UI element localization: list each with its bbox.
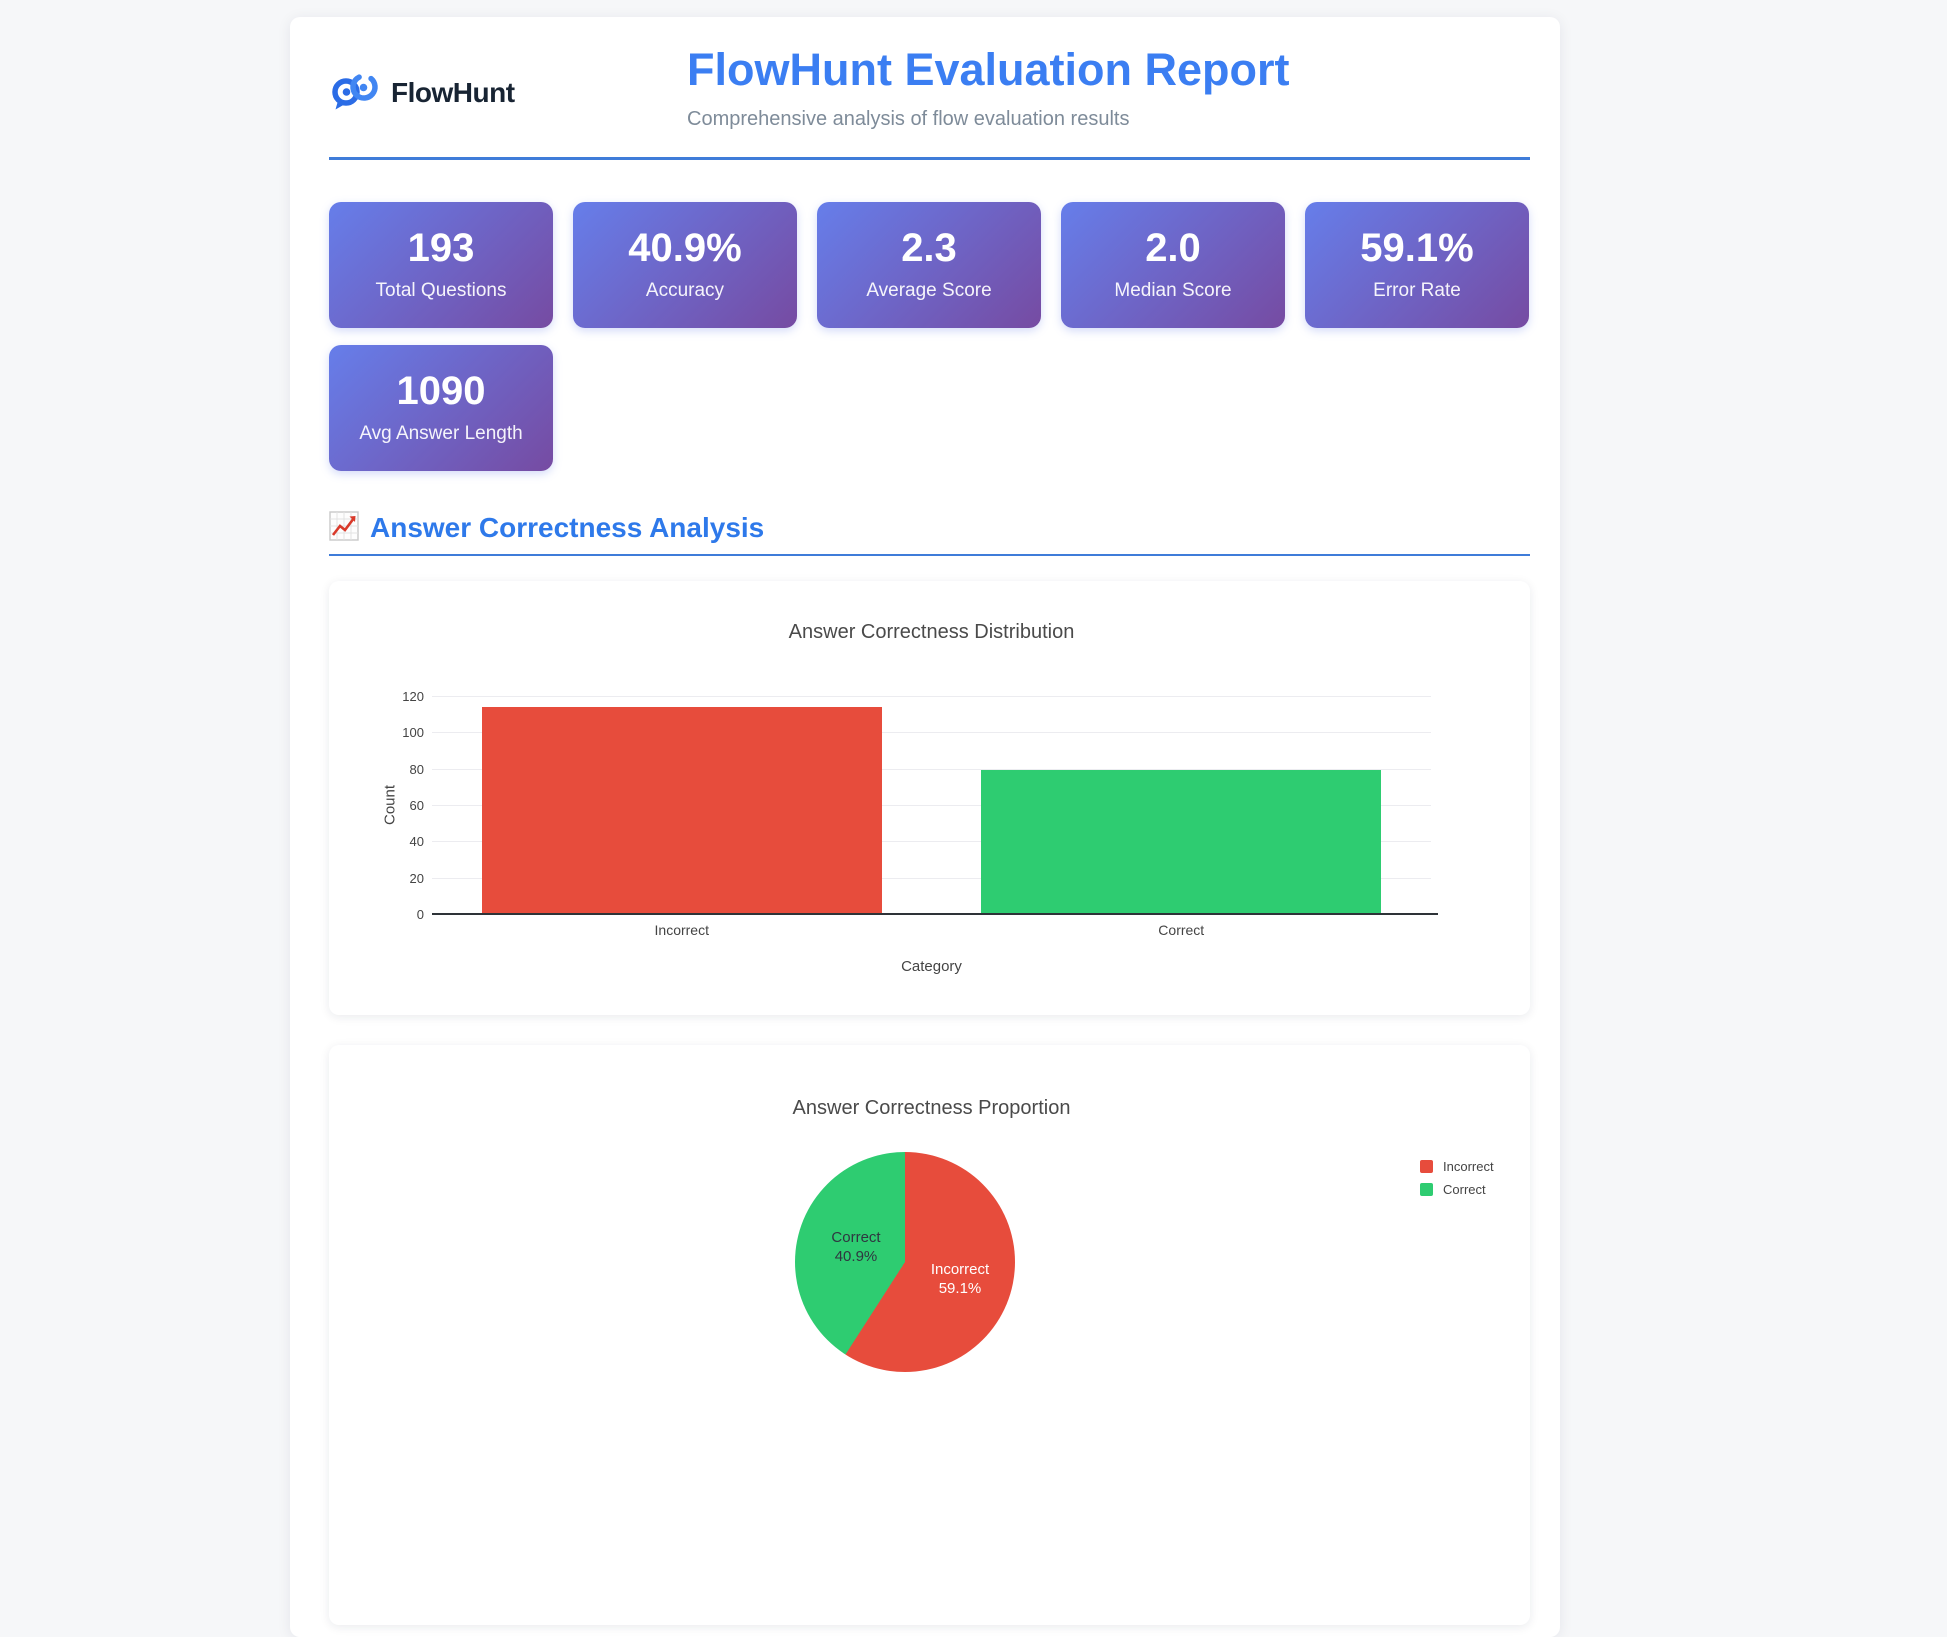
flowhunt-logo-icon (329, 70, 381, 115)
pie-slice-pct: 59.1% (938, 1280, 982, 1297)
brand-logo: FlowHunt (329, 70, 515, 115)
grid-line (432, 877, 1431, 879)
grid-line (432, 696, 1431, 697)
stat-card-avg-answer-length: 1090 Avg Answer Length (329, 345, 553, 471)
pie-slice-name: Correct (831, 1229, 881, 1246)
stat-value: 40.9% (628, 226, 742, 270)
stat-value: 1090 (396, 369, 486, 413)
stat-label: Error Rate (1373, 280, 1461, 301)
stat-card-median-score: 2.0 Median Score (1061, 202, 1285, 328)
legend-swatch-correct (1420, 1183, 1433, 1196)
section-heading: Answer Correctness Analysis (329, 510, 1530, 546)
stat-label: Total Questions (375, 280, 507, 301)
stat-value: 59.1% (1360, 226, 1474, 270)
y-tick-label: 20 (409, 870, 424, 886)
grid-line (432, 841, 1431, 843)
y-tick-label: 120 (402, 689, 424, 704)
brand-name: FlowHunt (391, 76, 515, 108)
stat-value: 193 (407, 226, 475, 270)
page-background: { "header": { "brand": "FlowHunt", "titl… (329, 44, 1530, 1372)
grid-line (432, 732, 1431, 734)
page-title: FlowHunt Evaluation Report (687, 44, 1290, 95)
legend-item-correct[interactable]: Correct (1420, 1182, 1494, 1197)
y-tick-label: 0 (416, 907, 424, 922)
bar-plot-area: Count Category 0 20 40 60 80 100 120 Incorrect C… (382, 689, 1438, 975)
y-tick-label: 60 (409, 798, 424, 813)
stat-label: Median Score (1114, 280, 1232, 301)
header-text: FlowHunt Evaluation Report Comprehensive… (687, 45, 1290, 131)
pie-chart-title: Answer Correctness Proportion (792, 1097, 1071, 1119)
bar-correct (981, 770, 1382, 914)
legend-label: Incorrect (1443, 1159, 1494, 1174)
stat-card-error-rate: 59.1% Error Rate (1305, 202, 1529, 328)
x-tick-label: Correct (1158, 922, 1205, 938)
bar-incorrect (481, 706, 882, 914)
stat-card-total-questions: 193 Total Questions (329, 202, 553, 328)
x-tick-label: Incorrect (654, 922, 709, 938)
bar-chart-card: Answer Correctness Distribution Count Ca… (329, 581, 1530, 1015)
pie-slice-name: Incorrect (930, 1261, 990, 1278)
pie-chart-card: Answer Correctness Proportion Correct 40… (329, 1045, 1530, 1625)
stat-label: Avg Answer Length (359, 423, 523, 444)
report-header: FlowHunt FlowHunt Evaluation Report Comp… (329, 17, 1530, 157)
stat-card-accuracy: 40.9% Accuracy (573, 202, 797, 328)
pie-slice-label-incorrect: Incorrect 59.1% (900, 1260, 1020, 1298)
pie-slice-label-correct: Correct 40.9% (796, 1228, 916, 1266)
pie-legend: Incorrect Correct (1420, 1159, 1494, 1197)
x-axis-line (432, 913, 1438, 915)
y-tick-label: 40 (409, 834, 424, 850)
grid-line (432, 768, 1431, 770)
chart-increasing-icon (329, 510, 359, 546)
legend-item-incorrect[interactable]: Incorrect (1420, 1159, 1494, 1174)
stat-label: Accuracy (645, 280, 725, 301)
section-divider (329, 554, 1530, 556)
y-tick-label: 80 (409, 761, 424, 777)
header-divider (329, 157, 1530, 160)
legend-swatch-incorrect (1420, 1160, 1433, 1173)
stat-value: 2.0 (1145, 226, 1201, 270)
legend-label: Correct (1443, 1182, 1486, 1197)
page-subtitle: Comprehensive analysis of flow evaluatio… (687, 107, 1130, 130)
stat-card-average-score: 2.3 Average Score (817, 202, 1041, 328)
section-title: Answer Correctness Analysis (370, 512, 765, 543)
bar-chart-title: Answer Correctness Distribution (788, 621, 1075, 643)
report-card: FlowHunt FlowHunt Evaluation Report Comp… (290, 17, 1560, 1637)
y-tick-label: 100 (402, 725, 424, 741)
stats-grid: 193 Total Questions 40.9% Accuracy 2.3 A… (329, 202, 1530, 471)
stat-label: Average Score (866, 280, 992, 301)
grid-line (432, 805, 1431, 806)
stat-value: 2.3 (901, 226, 957, 270)
pie-slice-pct: 40.9% (834, 1248, 878, 1265)
x-axis-title: Category (901, 958, 962, 975)
